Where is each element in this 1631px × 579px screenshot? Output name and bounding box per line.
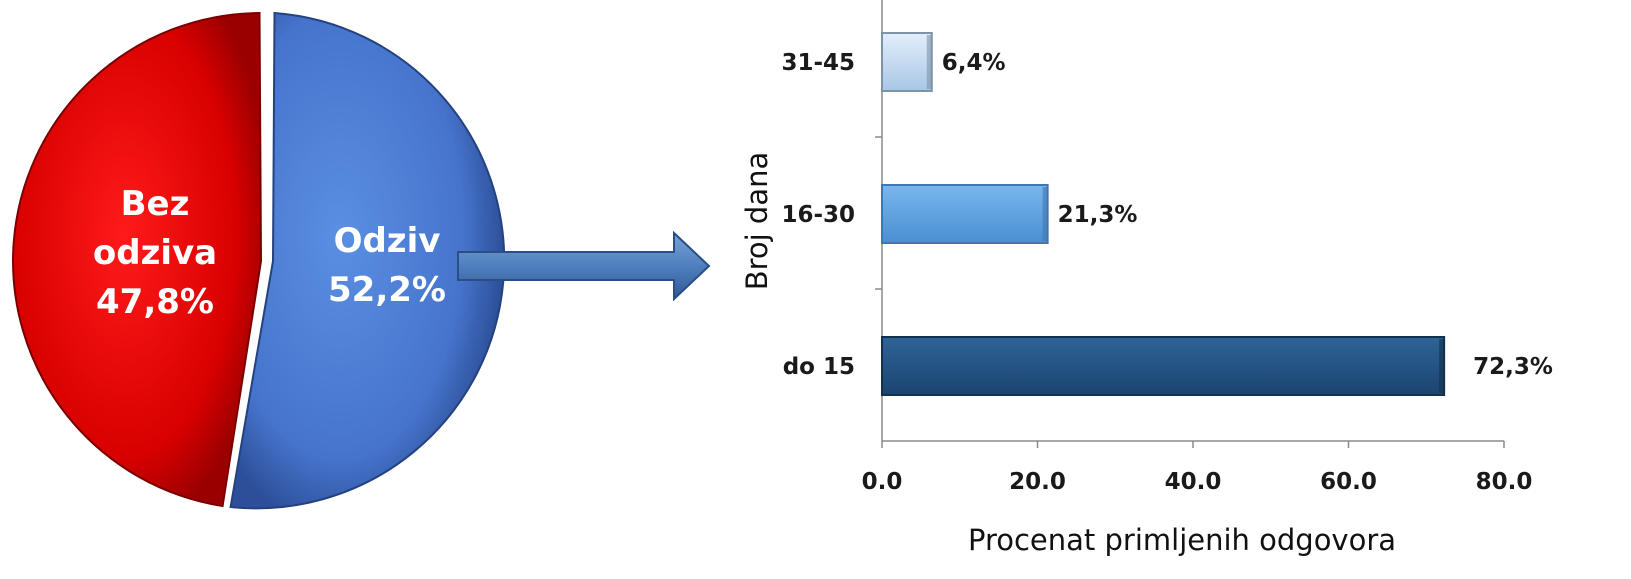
x-tick-label: 0.0 [862, 469, 903, 495]
data-label: 72,3% [1473, 354, 1553, 380]
data-label: 6,4% [942, 50, 1006, 76]
x-axis-title: Procenat primljenih odgovora [968, 523, 1396, 557]
arrow-shape [457, 230, 711, 302]
data-label: 21,3% [1058, 202, 1138, 228]
bar-16-30 [881, 184, 1049, 244]
bar-edge [926, 35, 932, 89]
bar-edge [1439, 339, 1445, 393]
pie-label-odziv-value: 52,2% [328, 270, 446, 310]
y-axis-title: Broj dana [740, 152, 774, 291]
pie-slice-bez-odziva [12, 11, 263, 508]
bar-chart: Broj dana Procenat primljenih odgovora 0… [740, 0, 1553, 557]
x-axis-ticks: 0.0 20.0 40.0 60.0 80.0 [862, 441, 1533, 495]
pie-slice-odziv [229, 11, 506, 510]
pie-label-bez-value: 47,8% [96, 282, 214, 322]
pie-label-bez-line1: Bez [121, 184, 190, 224]
pie-label-odziv: Odziv [334, 221, 441, 261]
pie-label-bez-line2: odziva [93, 233, 217, 273]
x-tick-label: 20.0 [1009, 469, 1066, 495]
category-label: 16-30 [781, 202, 855, 228]
category-label: 31-45 [781, 50, 855, 76]
bar-do-15 [881, 336, 1446, 396]
x-tick-label: 60.0 [1320, 469, 1377, 495]
x-tick-label: 40.0 [1165, 469, 1222, 495]
bars-group: 31-45 6,4% 16-30 21,3% do 15 72,3% [781, 32, 1553, 396]
bar-edge [1042, 187, 1048, 241]
pie-chart: Bez odziva 47,8% Odziv 52,2% [12, 11, 506, 510]
category-label: do 15 [783, 354, 855, 380]
bar-31-45 [881, 32, 933, 92]
y-axis-ticks [875, 136, 882, 290]
x-tick-label: 80.0 [1476, 469, 1533, 495]
